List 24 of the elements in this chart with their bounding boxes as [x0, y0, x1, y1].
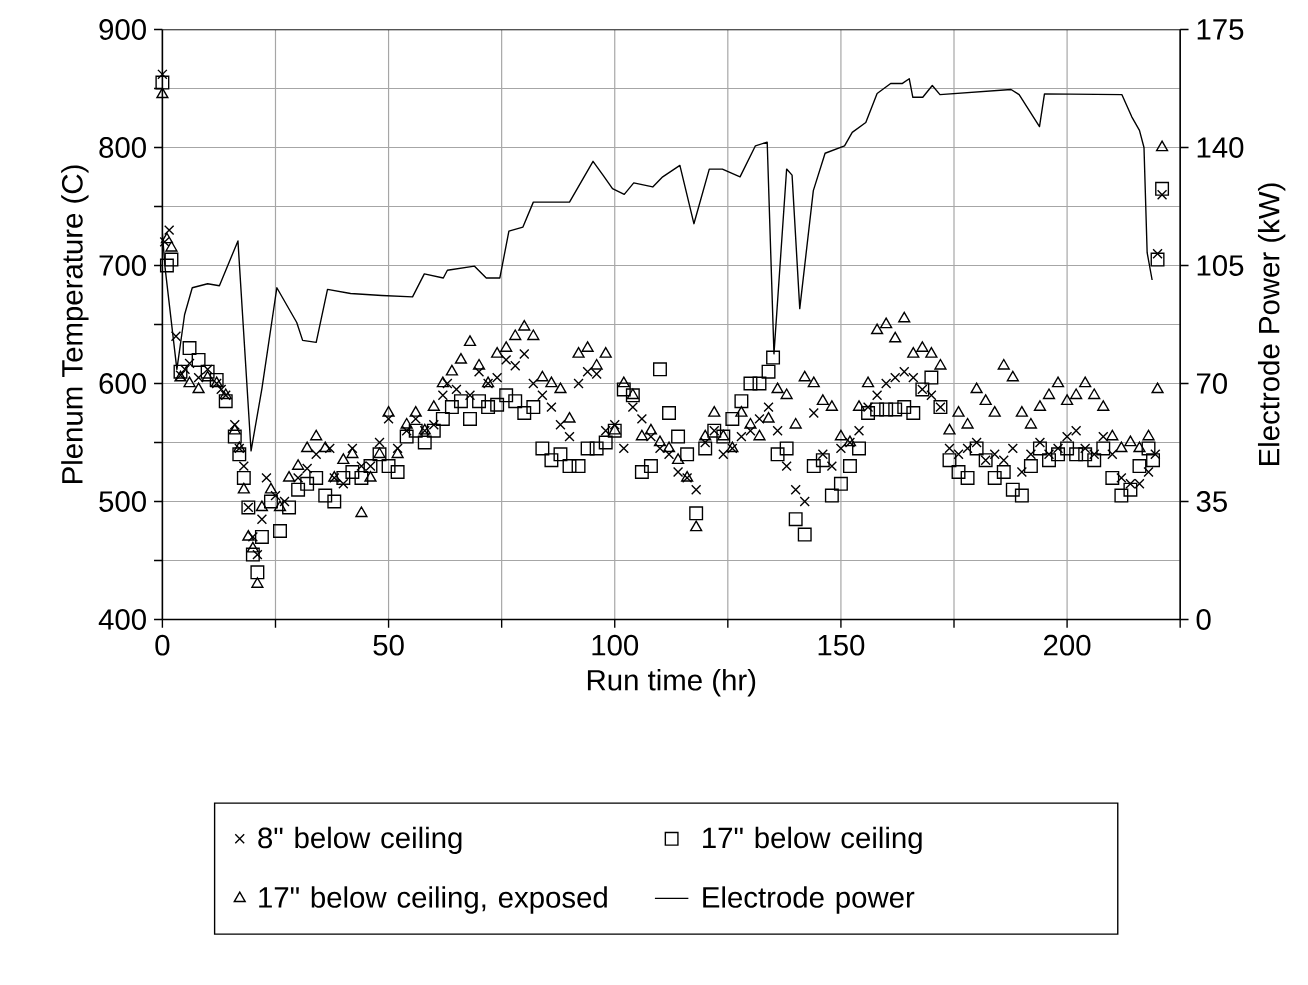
y2-axis-title: Electrode Power (kW): [1257, 183, 1286, 465]
x-tick-label: 100: [592, 634, 639, 656]
x-tick-label: 50: [373, 634, 404, 656]
x-tick-label: 0: [155, 634, 170, 656]
y-tick-label: 600: [99, 372, 146, 394]
y2-tick-label: 35: [1196, 490, 1227, 512]
x-axis-title: Run time (hr): [587, 668, 756, 697]
legend-label: 17" below ceiling: [703, 826, 922, 854]
legend-label: 17" below ceiling, exposed: [259, 886, 607, 914]
legend-label: Electrode power: [703, 886, 915, 914]
y2-tick-label: 70: [1196, 372, 1227, 394]
x-tick-label: 200: [1044, 634, 1091, 656]
y-tick-label: 700: [99, 254, 146, 276]
y-tick-label: 900: [99, 18, 146, 40]
x-tick-label: 150: [818, 634, 865, 656]
y2-tick-label: 140: [1197, 136, 1244, 158]
y2-tick-label: 175: [1197, 19, 1244, 40]
y-tick-label: 400: [98, 608, 146, 630]
y-tick-label: 500: [99, 490, 146, 512]
legend-label: 8" below ceiling: [258, 826, 462, 854]
y-tick-label: 800: [99, 136, 146, 158]
y2-tick-label: 0: [1196, 608, 1211, 630]
y-axis-title: Plenum Temperature (C): [61, 165, 89, 483]
y2-tick-label: 105: [1197, 254, 1244, 276]
